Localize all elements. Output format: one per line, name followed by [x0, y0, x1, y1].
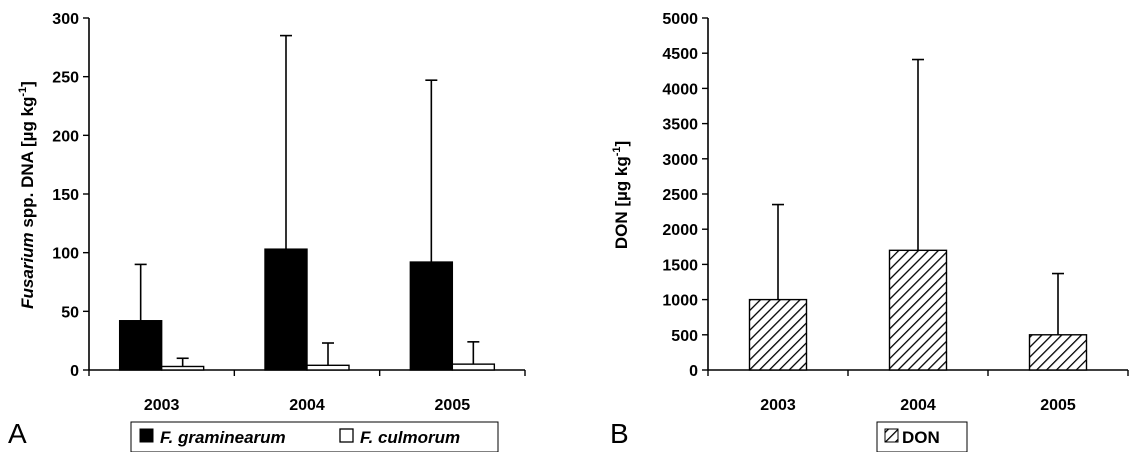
chart-b-y-tick-label: 3000	[662, 152, 698, 169]
chart-a-y-tick-label: 0	[70, 363, 79, 380]
chart-b-legend: DON	[876, 421, 968, 452]
chart-b-y-label-main: DON [µg kg	[612, 156, 631, 249]
chart-a-y-tick-label: 200	[52, 128, 79, 145]
chart-b-y-tick-label: 4500	[662, 46, 698, 63]
chart-a-bar-f-culmorum-2004	[306, 364, 350, 371]
chart-b: 0 500 1000 1500 2000 2500 3000 3500 4000 4500 5000…	[610, 11, 1129, 452]
chart-a-panel-label: A	[8, 418, 27, 449]
chart-b-y-tick-label: 2000	[662, 222, 698, 239]
chart-a-y-axis-label: Fusarium spp. DNA [µg kg-1]	[17, 81, 37, 309]
chart-a-legend-swatch-culmorum	[339, 428, 354, 443]
chart-a-bar-f-culmorum-2003	[160, 365, 205, 371]
chart-b-y-tick-label: 1500	[662, 257, 698, 274]
chart-b-y-tick-label: 3500	[662, 117, 698, 134]
chart-a-y-tick-label: 100	[52, 246, 79, 263]
chart-a-legend-swatch-graminearum	[139, 428, 154, 443]
chart-a-x-tick-label: 2005	[435, 397, 471, 414]
chart-b-panel-label: B	[610, 418, 629, 449]
chart-b-y-label-end: ]	[612, 141, 631, 147]
chart-a-y-label-rest: spp. DNA [µg kg	[18, 97, 37, 233]
chart-b-y-label-sup: -1	[611, 146, 623, 156]
chart-b-x-tick-label: 2005	[1040, 397, 1076, 414]
chart-b-y-tick-label: 5000	[662, 11, 698, 28]
chart-a-legend-box	[130, 421, 499, 452]
chart-a-legend-label-culmorum: F. culmorum	[360, 428, 460, 447]
chart-b-bar-don-2003	[748, 298, 808, 371]
chart-b-y-tick-label: 0	[689, 363, 698, 380]
chart-b-legend-swatch-don	[884, 428, 899, 443]
chart-a-y-label-end: ]	[18, 81, 37, 87]
chart-a: 0 50 100 150 200 250 300 2003 2004 2005 Fusarium…	[8, 11, 526, 452]
chart-a-y-tick-label: 300	[52, 11, 79, 28]
chart-a-x-tick-label: 2004	[289, 397, 325, 414]
chart-a-y-tick-label: 250	[52, 70, 79, 87]
chart-a-legend: F. graminearum F. culmorum	[130, 421, 499, 452]
chart-b-x-tick-label: 2003	[760, 397, 796, 414]
chart-a-y-label-italic: Fusarium	[18, 232, 37, 309]
chart-a-y-tick-label: 150	[52, 187, 79, 204]
chart-a-y-label-sup: -1	[17, 87, 29, 97]
chart-a-bar-f-culmorum-2005	[451, 363, 496, 371]
chart-a-bar-f-graminearum-2004	[264, 248, 308, 371]
chart-a-x-tick-label: 2003	[144, 397, 180, 414]
chart-b-y-tick-label: 500	[671, 328, 698, 345]
chart-b-y-axis-label: DON [µg kg-1]	[611, 141, 631, 249]
chart-b-y-tick-label: 1000	[662, 293, 698, 310]
chart-b-legend-label-don: DON	[902, 428, 940, 447]
chart-b-y-tick-label: 2500	[662, 187, 698, 204]
chart-b-x-tick-label: 2004	[900, 397, 936, 414]
chart-a-bar-f-graminearum-2003	[118, 320, 163, 371]
chart-a-legend-label-graminearum: F. graminearum	[160, 428, 286, 447]
chart-a-y-tick-label: 50	[61, 304, 79, 321]
chart-b-bar-don-2005	[1028, 334, 1088, 371]
chart-b-y-tick-label: 4000	[662, 81, 698, 98]
chart-b-bar-don-2004	[888, 249, 948, 371]
chart-a-bar-f-graminearum-2005	[409, 261, 454, 371]
